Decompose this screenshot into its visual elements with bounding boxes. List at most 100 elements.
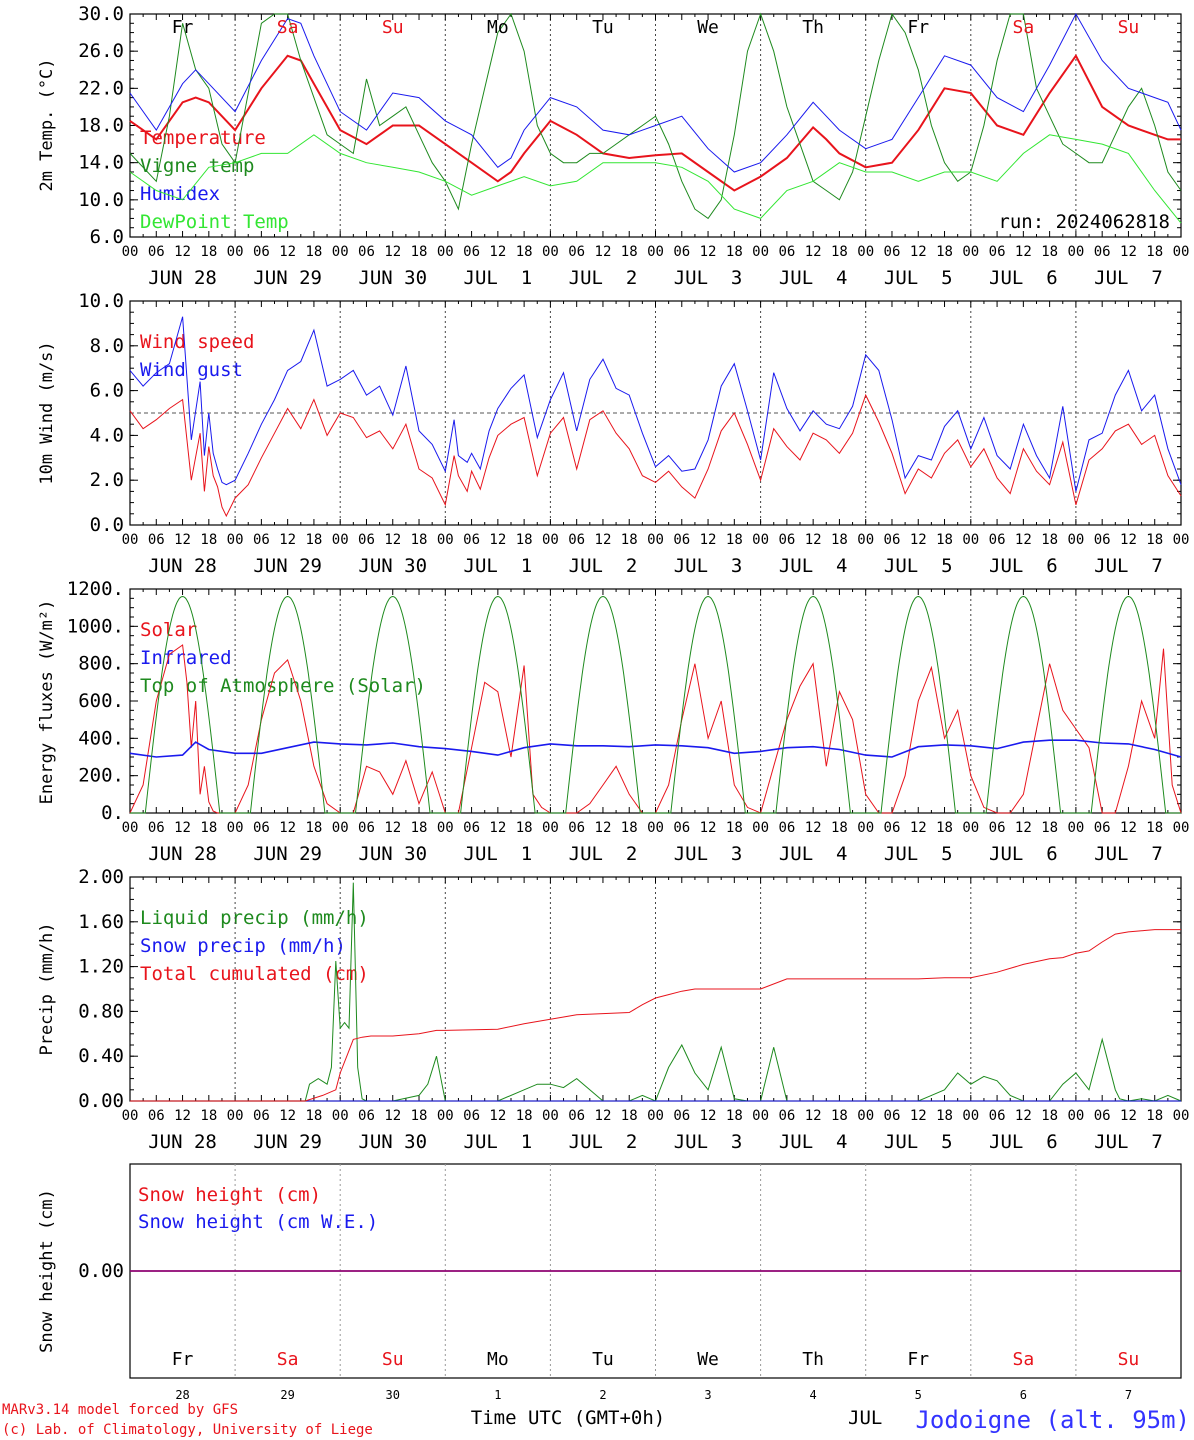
energy-date-label: JUL 2 [569,843,638,865]
energy-y-tick-label: 0. [101,802,124,824]
snow-day-number-label: 2 [599,1388,606,1402]
precip-hour-label: 00 [962,1108,979,1124]
legend-humidex: Humidex [140,183,220,205]
snow-day-number-label: 4 [810,1388,817,1402]
wind-hour-label: 00 [122,532,139,548]
temperature-hour-label: 12 [805,244,822,260]
precip-series-total-cumulated-cm [130,929,1181,1102]
temperature-hour-label: 18 [1041,244,1058,260]
energy-date-label: JUL 6 [989,843,1058,865]
precip-hour-label: 12 [595,1108,612,1124]
snow-weekday-label: We [697,1349,719,1370]
energy-hour-label: 12 [700,820,717,836]
temperature-series-dewpoint-temp [129,134,1182,224]
precip-hour-label: 12 [384,1108,401,1124]
temperature-hour-label: 06 [1094,244,1111,260]
energy-y-tick-label: 400. [78,727,124,749]
energy-hour-label: 12 [1120,820,1137,836]
snow-day-number-label: 7 [1125,1388,1132,1402]
snow-weekday-label: Fr [172,1349,194,1370]
energy-hour-label: 18 [200,820,217,836]
wind-hour-label: 06 [673,532,690,548]
wind-date-label: JUL 6 [989,555,1058,577]
precip-hour-label: 06 [673,1108,690,1124]
energy-date-label: JUN 30 [358,843,427,865]
legend-temperature: Temperature [140,127,266,149]
wind-hour-label: 06 [463,532,480,548]
wind-y-tick-label: 8.0 [90,335,124,357]
temperature-hour-label: 18 [305,244,322,260]
snow-weekday-label: Su [1118,1349,1140,1370]
wind-hour-label: 18 [411,532,428,548]
wind-hour-label: 06 [358,532,375,548]
temperature-weekday-label: Su [382,17,404,38]
temperature-weekday-label: Sa [1013,17,1035,38]
wind-series-wind-gust [129,316,1182,492]
temperature-date-label: JUL 2 [569,267,638,289]
energy-date-label: JUN 28 [148,843,217,865]
temperature-hour-label: 18 [411,244,428,260]
wind-hour-label: 00 [1067,532,1084,548]
precip-hour-label: 00 [857,1108,874,1124]
temperature-hour-label: 06 [884,244,901,260]
energy-hour-label: 12 [489,820,506,836]
wind-date-label: JUN 28 [148,555,217,577]
wind-date-label: JUL 3 [674,555,743,577]
energy-date-label: JUL 5 [884,843,953,865]
wind-hour-label: 12 [805,532,822,548]
run-annotation: run: 2024062818 [998,211,1170,233]
station-name: Jodoigne (alt. 95m) [915,1406,1190,1434]
temperature-weekday-label: We [697,17,719,38]
energy-hour-label: 00 [647,820,664,836]
temperature-date-label: JUN 28 [148,267,217,289]
precip-hour-label: 18 [831,1108,848,1124]
snow-day-number-label: 29 [280,1388,294,1402]
energy-hour-label: 00 [962,820,979,836]
energy-hour-label: 00 [437,820,454,836]
temperature-panel: 2m Temp. (°C) Temperature Vigne temp Hum… [37,58,1170,233]
energy-hour-label: 12 [384,820,401,836]
wind-hour-label: 18 [936,532,953,548]
wind-hour-label: 00 [542,532,559,548]
wind-date-label: JUN 29 [253,555,322,577]
model-credit: MARv3.14 model forced by GFS [2,1402,238,1418]
temperature-hour-label: 00 [437,244,454,260]
wind-y-tick-label: 10.0 [78,290,124,312]
temperature-hour-label: 06 [253,244,270,260]
energy-hour-label: 12 [595,820,612,836]
snow-weekday-label: Mo [487,1349,509,1370]
temperature-hour-label: 12 [700,244,717,260]
snow-plot: 0.00 Fr Sa Su Mo Tu We Th Fr Sa Su 28 29 30 1 2 3 4 5 6 7 [78,1163,1182,1402]
precip-hour-label: 00 [437,1108,454,1124]
energy-hour-label: 12 [174,820,191,836]
energy-plot: 0. 200. 400. 600. 800. 1000. 1200. 00 06 12 18 00 06… [67,578,1190,865]
energy-hour-label: 12 [805,820,822,836]
energy-date-label: JUL 1 [464,843,533,865]
temperature-weekday-label: Fr [172,17,194,38]
wind-date-label: JUN 30 [358,555,427,577]
temperature-hour-label: 12 [174,244,191,260]
snow-weekday-label: Su [382,1349,404,1370]
temperature-hour-label: 12 [1015,244,1032,260]
wind-y-tick-label: 6.0 [90,380,124,402]
energy-hour-label: 00 [122,820,139,836]
temperature-date-label: JUL 7 [1094,267,1163,289]
energy-hour-label: 06 [778,820,795,836]
temperature-hour-label: 06 [568,244,585,260]
snow-ylabel: Snow height (cm) [37,1189,57,1353]
precip-hour-label: 18 [1146,1108,1163,1124]
energy-y-tick-label: 600. [78,690,124,712]
energy-hour-label: 12 [910,820,927,836]
energy-hour-label: 06 [568,820,585,836]
precip-hour-label: 06 [1094,1108,1111,1124]
temperature-hour-label: 18 [936,244,953,260]
energy-hour-label: 18 [936,820,953,836]
precip-hour-label: 12 [1120,1108,1137,1124]
temperature-weekday-label: Su [1118,17,1140,38]
precip-panel: Precip (mm/h) Liquid precip (mm/h) Snow … [37,907,369,1056]
precip-hour-label: 06 [358,1108,375,1124]
temperature-hour-label-end: 00 [1173,244,1190,260]
precip-hour-label: 18 [200,1108,217,1124]
energy-y-tick-label: 800. [78,653,124,675]
precip-date-label: JUL 4 [779,1131,848,1153]
